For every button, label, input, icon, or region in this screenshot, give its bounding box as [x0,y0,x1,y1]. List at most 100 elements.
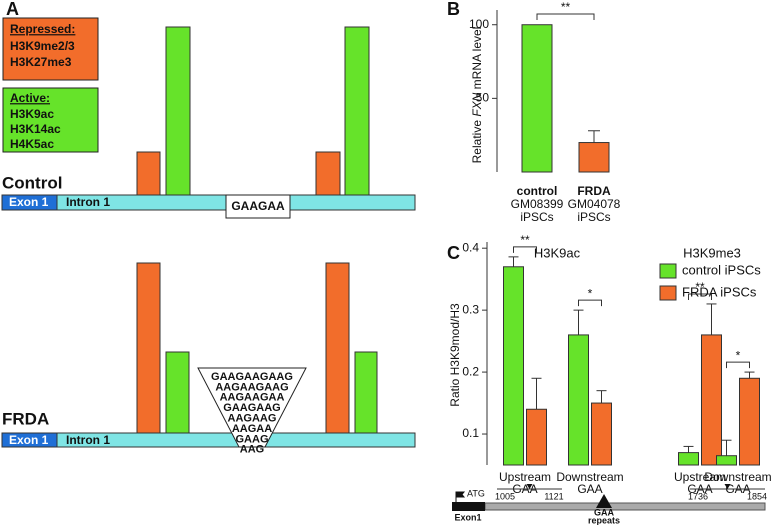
gene-line [484,502,766,511]
start-flag [455,491,466,502]
y-axis-label-part: mRNA level [470,27,484,93]
schematic-bar [315,151,341,196]
intron-label: Intron 1 [66,433,110,447]
legend-item: H3K27me3 [10,55,72,69]
x-tick-label: FRDA [577,184,611,198]
legend-item: H4K5ac [10,137,54,151]
legend-label: control iPSCs [682,262,761,277]
schematic-bar [325,262,350,434]
significance-bracket [513,246,537,253]
x-tick-sublabel: GM08399 [511,197,564,211]
schematic-bar [165,351,190,434]
bar [716,455,737,466]
significance-label: * [588,286,593,300]
legend-box [2,87,99,153]
row-label: Control [2,173,62,192]
amplicon-arrow [724,484,731,489]
exon-label: Exon 1 [9,433,49,447]
significance-bracket [688,293,712,300]
repeat-label: GAA [594,507,615,517]
position-label: 1005 [495,491,515,501]
y-tick-label: 0.3 [462,302,479,316]
repeat-box [225,194,291,219]
bar [678,452,699,466]
legend-item: H3K14ac [10,122,61,136]
significance-bracket [726,361,750,369]
significance-label: ** [520,233,530,247]
exon [1,432,58,448]
exon-label: Exon 1 [9,195,49,209]
schematic-bar [165,26,191,196]
x-tick-sublabel: iPSCs [577,210,610,224]
significance-bracket [536,13,595,20]
legend-title: Active: [10,91,50,105]
y-tick-label: 100 [469,17,489,31]
significance-label: ** [695,280,705,294]
bar [591,402,612,466]
repeat-line: AAGAA [232,423,272,435]
amplicon-arrow [526,484,533,489]
position-label: 1736 [688,491,708,501]
y-tick-label: 0.4 [462,240,479,254]
legend-swatch [659,263,677,279]
legend-box [2,17,99,81]
y-axis-label-part: Relative [470,117,484,164]
bar [739,377,760,466]
intron-label: Intron 1 [66,195,110,209]
repeat-lines: GAAGAAGAAGAAGAAGAAGAAGAAGAAGAAGAAGAAGAAG… [211,371,293,456]
x-tick-label: Downstream [556,470,623,484]
group-label: H3K9ac [534,245,581,260]
repeat-expansion [197,367,307,448]
x-tick-label: Downstream [704,470,771,484]
legend-swatch [659,285,677,301]
significance-label: * [736,348,741,362]
panel-label: A [6,0,19,19]
x-tick-label: control [517,184,558,198]
group-label: H3K9me3 [683,245,741,260]
legend-item: H3K9me2/3 [10,39,75,53]
bar [526,408,547,466]
bar [521,24,553,173]
panel-label: C [447,243,460,263]
schematic-bar [136,151,161,196]
legend-title: Repressed: [10,22,75,36]
legend-label: FRDA iPSCs [682,284,757,299]
x-tick-label: Upstream [499,470,551,484]
x-tick-sublabel: GM04078 [568,197,621,211]
repeat-marker [596,494,612,508]
bar [568,334,589,466]
significance-label: ** [561,0,571,14]
position-label: 1121 [544,491,563,501]
repeat-line: GAAGAAG [223,402,280,414]
y-axis-label: Relative FXN mRNA level [470,27,484,164]
repeat-line: AAG [240,444,264,456]
y-tick-label: 0.2 [462,364,479,378]
repeat-line: AAGAAG [228,413,277,425]
y-tick-label: 50 [476,91,490,105]
x-tick-sublabel: iPSCs [520,210,553,224]
position-label: 1854 [747,491,767,501]
schematic-bar [136,262,161,434]
exon [1,194,58,211]
repeat-label: GAAGAA [231,199,285,213]
start-label: ATG [467,488,485,498]
repeat-line: GAAG [236,433,269,445]
y-axis-label: Ratio H3K9mod/H3 [448,303,462,407]
bar [701,334,722,466]
repeat-line: GAAGAAGAAG [211,371,293,383]
x-tick-label: Upstream [674,470,726,484]
bar [503,266,524,466]
bar [578,142,610,173]
repeat-line: AAGAAGAA [220,392,285,404]
y-axis-label-part: FXN [470,92,484,116]
repeat-label: repeats [588,515,620,525]
exon-label: Exon1 [454,512,481,522]
x-tick-label: GAA [577,482,602,496]
significance-bracket [578,299,602,307]
row-label: FRDA [2,409,49,428]
panel-label: B [447,0,460,19]
y-tick-label: 0.1 [462,426,479,440]
gene-exon [452,502,485,511]
schematic-bar [344,26,370,196]
